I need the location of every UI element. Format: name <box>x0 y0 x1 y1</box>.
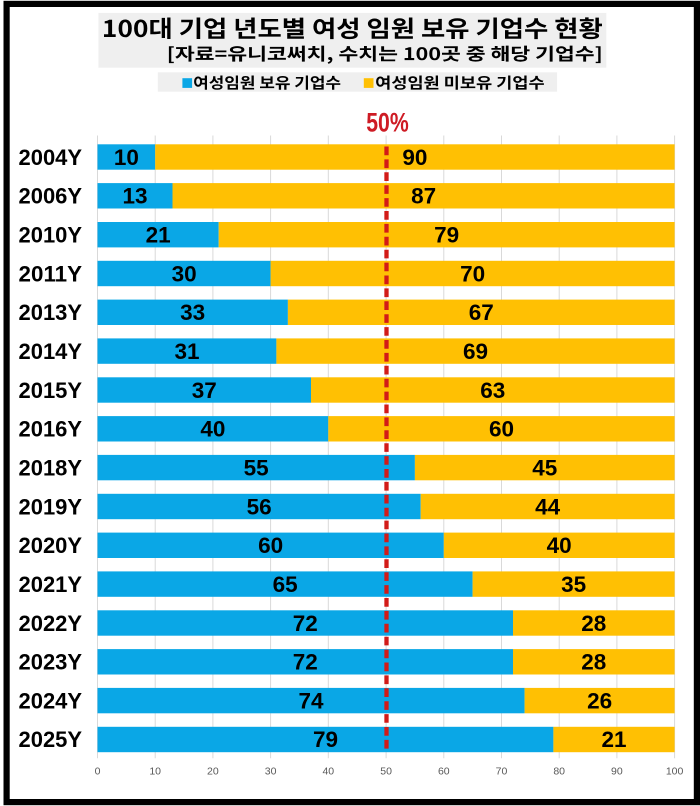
svg-text:50%: 50% <box>366 107 409 137</box>
svg-text:40: 40 <box>547 533 572 558</box>
svg-text:30: 30 <box>172 261 197 286</box>
svg-text:21: 21 <box>601 727 626 752</box>
svg-text:60: 60 <box>438 766 450 778</box>
svg-text:2024Y: 2024Y <box>19 688 83 713</box>
svg-text:2010Y: 2010Y <box>19 223 83 248</box>
svg-text:90: 90 <box>402 145 427 170</box>
svg-text:70: 70 <box>460 261 485 286</box>
svg-text:40: 40 <box>322 766 334 778</box>
svg-text:13: 13 <box>122 184 147 209</box>
svg-text:56: 56 <box>247 494 272 519</box>
svg-text:2014Y: 2014Y <box>19 339 83 364</box>
svg-text:20: 20 <box>207 766 219 778</box>
svg-text:67: 67 <box>469 300 494 325</box>
svg-text:60: 60 <box>489 417 514 442</box>
svg-text:2019Y: 2019Y <box>19 494 83 519</box>
svg-text:37: 37 <box>192 378 217 403</box>
svg-text:2011Y: 2011Y <box>19 261 83 286</box>
svg-text:2022Y: 2022Y <box>19 611 83 636</box>
svg-text:21: 21 <box>146 223 171 248</box>
svg-text:74: 74 <box>298 688 324 713</box>
svg-text:26: 26 <box>587 688 612 713</box>
svg-text:31: 31 <box>174 339 199 364</box>
svg-text:35: 35 <box>561 572 586 597</box>
svg-text:2013Y: 2013Y <box>19 300 83 325</box>
svg-text:2018Y: 2018Y <box>19 455 83 480</box>
svg-text:72: 72 <box>293 650 318 675</box>
svg-text:28: 28 <box>581 611 606 636</box>
svg-text:65: 65 <box>273 572 298 597</box>
svg-text:2015Y: 2015Y <box>19 378 83 403</box>
svg-text:90: 90 <box>611 766 623 778</box>
svg-text:87: 87 <box>411 184 436 209</box>
svg-text:2004Y: 2004Y <box>19 145 83 170</box>
svg-text:10: 10 <box>149 766 161 778</box>
svg-text:60: 60 <box>258 533 283 558</box>
svg-text:72: 72 <box>293 611 318 636</box>
svg-text:44: 44 <box>535 494 561 519</box>
svg-text:69: 69 <box>463 339 488 364</box>
svg-text:0: 0 <box>95 766 101 778</box>
svg-text:55: 55 <box>244 455 269 480</box>
svg-text:2021Y: 2021Y <box>19 572 83 597</box>
svg-text:63: 63 <box>480 378 505 403</box>
svg-text:2016Y: 2016Y <box>19 417 83 442</box>
svg-text:50: 50 <box>380 766 392 778</box>
svg-text:40: 40 <box>200 417 225 442</box>
svg-text:45: 45 <box>532 455 557 480</box>
svg-text:2023Y: 2023Y <box>19 650 83 675</box>
svg-text:70: 70 <box>496 766 508 778</box>
svg-text:79: 79 <box>313 727 338 752</box>
svg-text:28: 28 <box>581 650 606 675</box>
svg-text:2025Y: 2025Y <box>19 727 83 752</box>
svg-text:2020Y: 2020Y <box>19 533 83 558</box>
svg-text:30: 30 <box>265 766 277 778</box>
svg-text:33: 33 <box>180 300 205 325</box>
svg-text:100: 100 <box>666 766 684 778</box>
svg-text:2006Y: 2006Y <box>19 184 83 209</box>
svg-text:10: 10 <box>114 145 139 170</box>
svg-text:80: 80 <box>553 766 565 778</box>
svg-text:79: 79 <box>434 223 459 248</box>
